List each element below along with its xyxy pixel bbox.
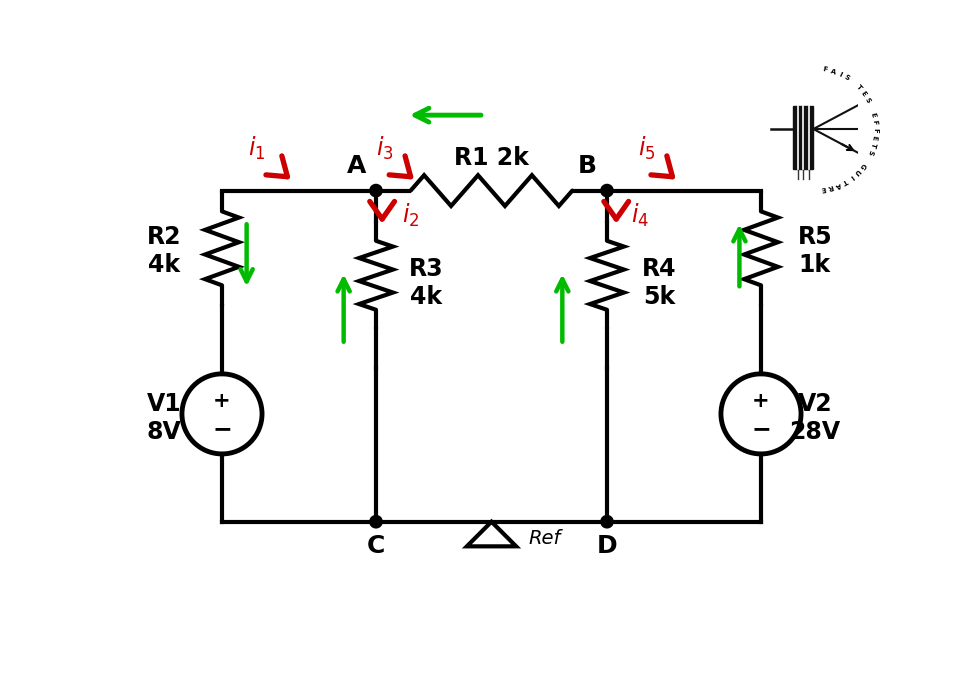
Circle shape: [370, 184, 382, 197]
Text: E: E: [820, 185, 826, 192]
Text: $i_3$: $i_3$: [377, 135, 394, 162]
Text: R2
4k: R2 4k: [147, 225, 182, 277]
Text: −: −: [212, 417, 232, 442]
Text: T: T: [855, 84, 862, 92]
Text: U: U: [853, 168, 861, 176]
Text: A: A: [347, 154, 366, 178]
Text: +: +: [752, 391, 770, 411]
Text: R: R: [827, 184, 835, 190]
Text: F: F: [872, 128, 878, 132]
Text: D: D: [597, 534, 618, 558]
Text: I: I: [837, 71, 842, 78]
Text: $i_5$: $i_5$: [639, 135, 656, 162]
Text: E: E: [859, 90, 867, 97]
Text: I: I: [849, 174, 855, 180]
Text: V2
28V: V2 28V: [790, 392, 840, 444]
Circle shape: [370, 515, 382, 528]
Text: R4
5k: R4 5k: [642, 257, 677, 309]
Text: Ref: Ref: [529, 529, 561, 548]
Text: E: E: [870, 112, 877, 118]
Text: R3
4k: R3 4k: [409, 257, 444, 309]
Text: R5
1k: R5 1k: [797, 225, 833, 277]
Text: E: E: [871, 135, 878, 141]
Text: C: C: [367, 534, 385, 558]
Text: −: −: [751, 417, 771, 442]
Circle shape: [600, 184, 613, 197]
Text: $i_2$: $i_2$: [402, 201, 420, 229]
Text: S: S: [866, 149, 874, 156]
Text: F: F: [871, 119, 878, 125]
Bar: [793, 106, 814, 169]
Text: T: T: [841, 177, 849, 185]
Text: F: F: [822, 66, 828, 73]
Text: R1 2k: R1 2k: [454, 146, 529, 170]
Text: +: +: [213, 391, 230, 411]
Text: T: T: [869, 142, 877, 148]
Text: $i_4$: $i_4$: [631, 201, 649, 229]
Text: A: A: [830, 68, 836, 75]
Text: V1
8V: V1 8V: [147, 392, 182, 444]
Circle shape: [600, 515, 613, 528]
Text: S: S: [843, 75, 851, 82]
Text: $i_1$: $i_1$: [248, 135, 266, 162]
Text: B: B: [578, 154, 598, 178]
Text: S: S: [864, 97, 872, 104]
Text: G: G: [858, 161, 866, 170]
Text: A: A: [835, 181, 841, 188]
